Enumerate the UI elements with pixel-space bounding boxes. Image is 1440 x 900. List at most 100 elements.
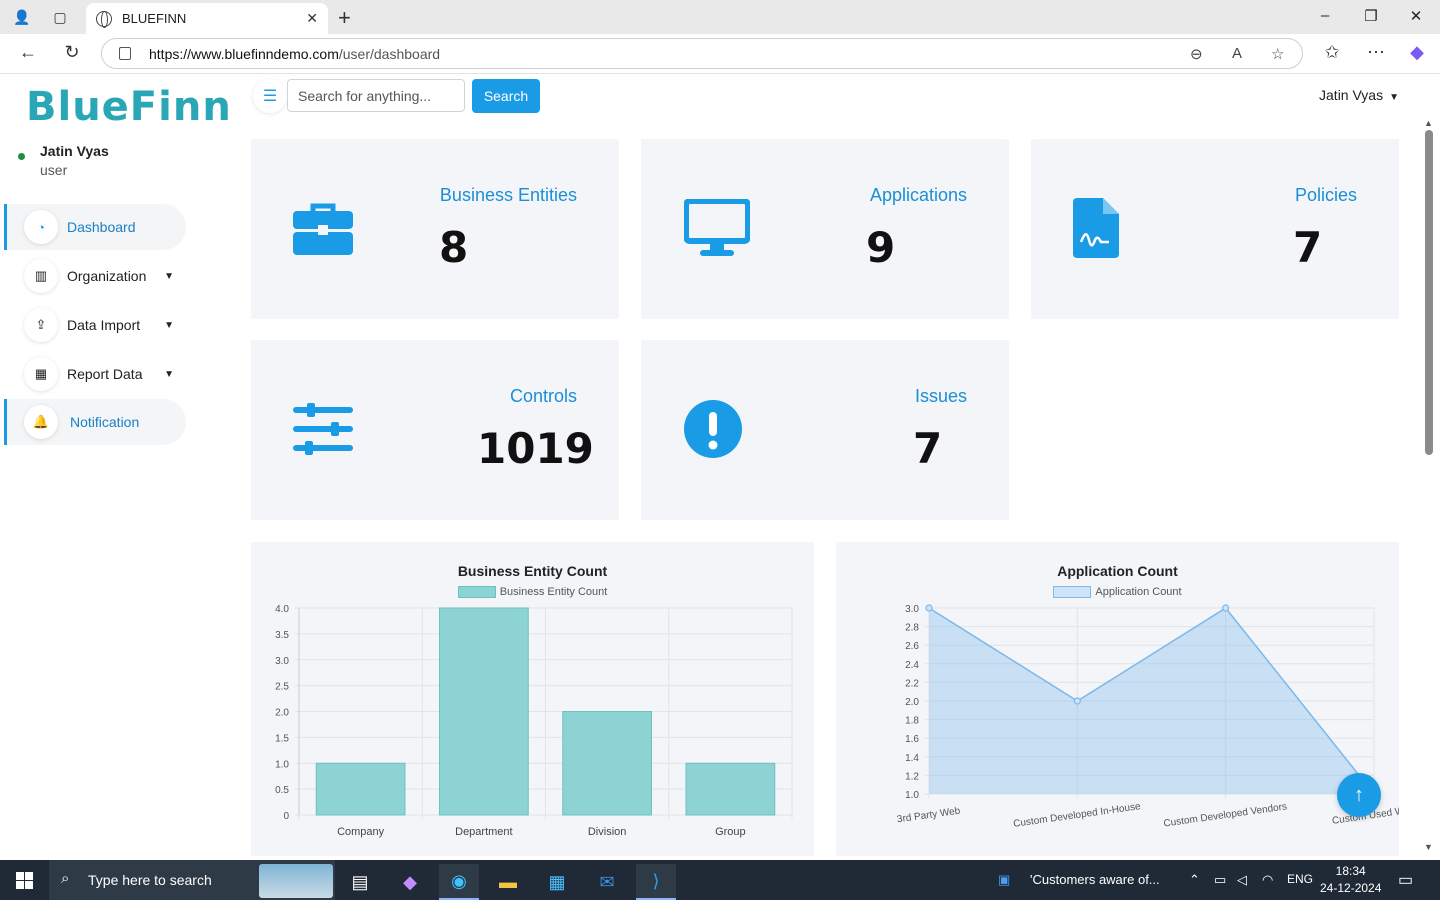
stat-card-applications[interactable]: Applications 9 — [641, 139, 1009, 319]
task-view-icon[interactable]: ▤ — [351, 871, 369, 892]
business-entity-chart: Business Entity Count Business Entity Co… — [251, 542, 814, 856]
card-label: Business Entities — [439, 185, 577, 205]
window-close-icon[interactable]: ✕ — [1409, 8, 1423, 25]
edge-app-icon[interactable]: ◉ — [439, 864, 479, 900]
card-value: 7 — [913, 424, 943, 473]
tab-actions-icon[interactable]: ▢ — [53, 8, 67, 25]
minimize-icon[interactable]: – — [1320, 7, 1330, 24]
sidebar-item-data-import[interactable]: ⇪ Data Import ▼ — [4, 302, 186, 348]
windows-taskbar: ⌕ Type here to search ▤ ◆ ◉ ▬ ▦ ✉ ⟩ ▣ 'C… — [0, 860, 1440, 900]
sidebar-item-label: Report Data — [67, 366, 143, 382]
chevron-down-icon: ▼ — [164, 319, 174, 331]
sidebar-item-dashboard[interactable]: ◔ Dashboard — [4, 204, 186, 250]
x-tick-label: Company — [337, 826, 385, 838]
x-tick-label: Group — [715, 826, 746, 838]
clock-date: 24-12-2024 — [1320, 881, 1382, 895]
file-explorer-icon[interactable]: ▬ — [499, 871, 517, 892]
y-tick-label: 2.5 — [275, 682, 289, 693]
gauge-icon: ◔ — [24, 210, 58, 244]
taskbar-search[interactable]: ⌕ Type here to search — [49, 860, 335, 900]
store-app-icon[interactable]: ▦ — [548, 871, 566, 892]
y-tick-label: 1.6 — [905, 734, 919, 745]
news-icon[interactable]: ▣ — [998, 872, 1011, 887]
back-icon[interactable]: ← — [19, 42, 37, 62]
stat-card-controls[interactable]: Controls 1019 — [251, 340, 619, 520]
mail-app-icon[interactable]: ✉ — [599, 871, 615, 892]
top-bar: ☰ Search Jatin Vyas ▼ — [229, 74, 1421, 118]
vscode-app-icon[interactable]: ⟩ — [636, 864, 676, 900]
browser-tab-strip: 👤 ▢ BLUEFINN ✕ + – ❐ ✕ — [0, 0, 1440, 34]
bar — [315, 762, 406, 816]
search-button[interactable]: Search — [472, 79, 540, 113]
new-tab-icon[interactable]: + — [338, 5, 351, 30]
browser-tab[interactable]: BLUEFINN ✕ — [86, 3, 328, 34]
card-value: 1019 — [477, 424, 594, 473]
favorites-icon[interactable]: ✩ — [1324, 42, 1340, 62]
sidebar: BlueFinn Jatin Vyas user ◔ Dashboard ▥ O… — [4, 74, 232, 856]
profile-icon[interactable]: 👤 — [13, 8, 31, 25]
legend-label: Application Count — [1095, 586, 1182, 598]
news-ticker[interactable]: 'Customers aware of... — [1030, 872, 1160, 887]
favorite-star-icon[interactable]: ☆ — [1271, 46, 1285, 63]
tab-close-icon[interactable]: ✕ — [306, 10, 318, 26]
scrollbar-thumb[interactable] — [1425, 130, 1433, 455]
language-indicator[interactable]: ENG — [1287, 872, 1314, 886]
y-tick-label: 3.0 — [905, 604, 919, 615]
hamburger-menu-icon[interactable]: ☰ — [253, 79, 287, 113]
application-count-chart: Application Count Application Count 1.0 1… — [836, 542, 1399, 856]
wifi-icon[interactable]: ◠ — [1262, 872, 1274, 887]
chart-legend[interactable]: Application Count — [836, 586, 1399, 599]
chart-legend[interactable]: Business Entity Count — [251, 586, 814, 599]
y-tick-label: 1.2 — [905, 771, 919, 782]
zoom-out-icon[interactable]: ⊖ — [1190, 46, 1203, 63]
clock-time: 18:34 — [1335, 864, 1366, 878]
more-options-icon[interactable]: ⋯ — [1367, 42, 1385, 62]
taskbar-search-text: Type here to search — [88, 872, 212, 888]
stat-card-business-entities[interactable]: Business Entities 8 — [251, 139, 619, 319]
search-input[interactable] — [287, 79, 465, 112]
card-label: Policies — [1294, 185, 1357, 205]
y-tick-label: 2.0 — [275, 708, 289, 719]
refresh-icon[interactable]: ↻ — [64, 42, 80, 62]
building-icon: ▥ — [24, 259, 58, 293]
user-menu[interactable]: Jatin Vyas ▼ — [1319, 87, 1399, 103]
chart-title: Application Count — [1057, 563, 1178, 579]
scroll-down-icon[interactable]: ▼ — [1424, 842, 1433, 852]
copilot-app-icon[interactable]: ◆ — [403, 871, 417, 892]
camera-icon[interactable]: ▭ — [1214, 872, 1227, 887]
restore-icon[interactable]: ❐ — [1364, 8, 1378, 25]
bluefinn-logo[interactable]: BlueFinn — [26, 84, 232, 130]
page-scrollbar[interactable]: ▲ ▼ — [1421, 118, 1440, 856]
scroll-up-icon[interactable]: ▲ — [1424, 118, 1433, 128]
sidebar-item-notification[interactable]: 🔔 Notification — [4, 399, 186, 445]
briefcase-icon — [293, 203, 353, 255]
sidebar-item-organization[interactable]: ▥ Organization ▼ — [4, 253, 186, 299]
sidebar-item-report-data[interactable]: ▦ Report Data ▼ — [4, 351, 186, 397]
x-tick-label: 3rd Party Web — [896, 806, 961, 826]
y-tick-label: 3.5 — [275, 630, 289, 641]
y-tick-label: 1.5 — [275, 733, 289, 744]
taskbar-clock[interactable]: 18:34 24-12-2024 — [1320, 863, 1381, 897]
read-aloud-icon[interactable]: A — [1232, 45, 1243, 62]
y-tick-label: 1.8 — [905, 716, 919, 727]
sidebar-item-label: Organization — [67, 268, 147, 284]
chevron-down-icon: ▼ — [164, 368, 174, 380]
bar — [685, 762, 776, 816]
card-label: Applications — [869, 185, 967, 205]
windows-start-icon[interactable] — [16, 872, 33, 889]
exclamation-icon — [684, 400, 742, 458]
copilot-icon[interactable]: ◆ — [1410, 42, 1424, 62]
chart-icon: ▦ — [24, 357, 58, 391]
notification-center-icon[interactable]: ▭ — [1398, 872, 1414, 889]
y-tick-label: 3.0 — [275, 656, 289, 667]
area-chart-svg: 1.0 1.2 1.4 1.6 1.8 2.0 2.2 2.4 2.6 2.8 3.0 3rd Par… — [896, 604, 1399, 830]
scroll-to-top-button[interactable]: ↑ — [1337, 773, 1381, 817]
stat-card-issues[interactable]: Issues 7 — [641, 340, 1009, 520]
signed-document-icon — [1073, 198, 1119, 258]
stat-card-policies[interactable]: Policies 7 — [1031, 139, 1399, 319]
upload-icon: ⇪ — [24, 308, 58, 342]
tray-chevron-up-icon[interactable]: ⌃ — [1189, 872, 1200, 887]
globe-icon — [96, 10, 112, 28]
url-field[interactable]: https://www.bluefinndemo.com/user/dashbo… — [101, 38, 1303, 69]
volume-icon[interactable]: ◁ — [1237, 872, 1247, 887]
